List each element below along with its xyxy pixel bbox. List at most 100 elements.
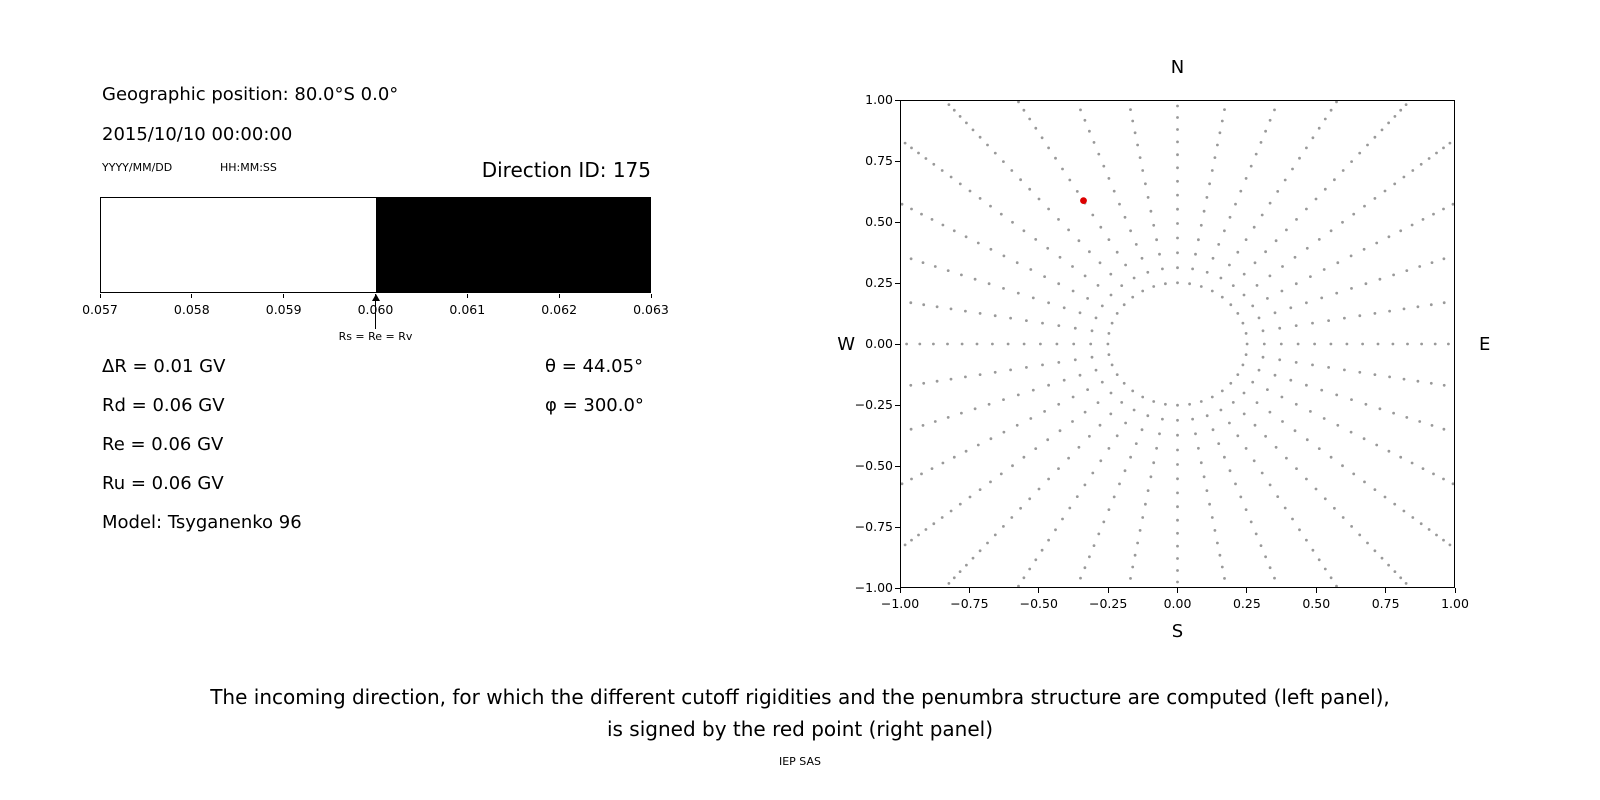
direction-grid-dot xyxy=(910,477,913,481)
direction-grid-dot xyxy=(1118,202,1121,206)
direction-grid-dot xyxy=(1245,342,1249,346)
direction-grid-dot xyxy=(1071,289,1075,293)
direction-grid-dot xyxy=(1073,326,1077,330)
direction-grid-dot xyxy=(1022,108,1026,112)
direction-grid-dot xyxy=(1002,254,1006,258)
scatter-y-tick xyxy=(895,526,900,528)
scatter-x-tick-label: 0.75 xyxy=(1371,596,1400,611)
direction-grid-dot xyxy=(1358,533,1362,537)
direction-grid-dot xyxy=(1176,433,1179,437)
direction-grid-dot xyxy=(1144,502,1147,506)
direction-grid-dot xyxy=(1112,495,1116,499)
direction-grid-dot xyxy=(960,342,964,346)
direction-grid-dot xyxy=(1402,175,1406,179)
direction-grid-dot xyxy=(1378,277,1382,281)
direction-grid-dot xyxy=(1268,483,1272,487)
direction-grid-dot xyxy=(1031,296,1035,300)
scatter-x-tick xyxy=(1315,588,1317,593)
direction-grid-dot xyxy=(1131,389,1135,393)
direction-grid-dot xyxy=(1188,402,1191,406)
direction-grid-dot xyxy=(901,202,904,206)
direction-grid-dot xyxy=(1231,284,1235,287)
direction-grid-dot xyxy=(1115,250,1119,254)
penumbra-tick-label: 0.057 xyxy=(82,302,118,317)
scatter-y-tick-label: 0.25 xyxy=(865,275,893,290)
penumbra-bar xyxy=(100,197,651,293)
direction-grid-dot xyxy=(1107,332,1111,335)
penumbra-annotation-label: Rs = Re = Rv xyxy=(338,330,413,343)
direction-grid-dot xyxy=(1279,342,1283,346)
datetime-label: 2015/10/10 00:00:00 xyxy=(102,124,293,145)
direction-grid-dot xyxy=(1291,167,1294,171)
direction-grid-dot xyxy=(918,342,922,346)
direction-grid-dot xyxy=(1341,516,1345,519)
direction-grid-dot xyxy=(1223,577,1226,580)
direction-grid-dot xyxy=(1345,342,1349,346)
direction-grid-dot xyxy=(1241,321,1245,325)
direction-grid-dot xyxy=(1022,342,1026,346)
direction-grid-dot xyxy=(1349,254,1353,258)
direction-grid-dot xyxy=(1244,177,1248,180)
direction-grid-dot xyxy=(1335,584,1338,587)
direction-grid-dot xyxy=(1295,467,1298,470)
direction-grid-dot xyxy=(1055,342,1059,346)
direction-grid-dot xyxy=(1006,342,1010,346)
direction-grid-dot xyxy=(1320,388,1324,392)
direction-grid-dot xyxy=(1291,517,1294,521)
direction-grid-dot xyxy=(1017,101,1020,104)
direction-grid-dot xyxy=(1298,528,1301,532)
direction-grid-dot xyxy=(1264,129,1267,133)
direction-grid-dot xyxy=(1176,193,1179,197)
direction-grid-dot xyxy=(1244,238,1248,242)
direction-grid-dot xyxy=(1391,342,1395,346)
scatter-x-tick-label: −1.00 xyxy=(880,596,920,611)
direction-grid-dot xyxy=(1427,528,1431,531)
direction-grid-dot xyxy=(1047,207,1050,211)
direction-grid-dot xyxy=(1220,119,1224,123)
direction-grid-dot xyxy=(1002,430,1006,434)
direction-grid-dot xyxy=(1305,438,1309,442)
direction-grid-dot xyxy=(1421,218,1425,221)
direction-grid-dot xyxy=(1210,169,1214,172)
caption-line-1: The incoming direction, for which the di… xyxy=(210,685,1390,709)
direction-grid-dot xyxy=(1375,443,1379,447)
direction-grid-dot xyxy=(1420,342,1423,346)
direction-grid-dot xyxy=(1435,533,1438,537)
param-phi: φ = 300.0° xyxy=(545,395,644,416)
direction-grid-dot xyxy=(1098,423,1102,427)
direction-grid-dot xyxy=(1029,268,1033,271)
direction-grid-dot xyxy=(1363,480,1366,484)
direction-grid-dot xyxy=(1317,558,1321,562)
direction-grid-dot xyxy=(1314,197,1318,201)
direction-grid-dot xyxy=(1229,303,1233,307)
direction-grid-dot xyxy=(1002,160,1005,163)
direction-grid-dot xyxy=(968,495,972,499)
direction-grid-dot xyxy=(1094,368,1098,372)
direction-grid-dot xyxy=(1099,459,1103,463)
direction-grid-dot xyxy=(1352,212,1356,216)
direction-grid-dot xyxy=(1072,342,1076,346)
direction-grid-dot xyxy=(1120,401,1124,404)
direction-grid-dot xyxy=(1176,266,1179,270)
direction-grid-dot xyxy=(1057,324,1061,327)
direction-grid-dot xyxy=(1176,207,1179,211)
penumbra-tick xyxy=(375,294,376,298)
direction-grid-dot xyxy=(1241,363,1245,367)
direction-grid-dot xyxy=(1115,434,1119,438)
direction-grid-dot xyxy=(1252,225,1256,229)
direction-grid-dot xyxy=(1336,423,1340,427)
direction-grid-dot xyxy=(1176,448,1179,452)
penumbra-tick xyxy=(283,294,285,298)
direction-grid-dot xyxy=(1411,169,1415,172)
direction-grid-dot xyxy=(1047,477,1050,481)
direction-grid-dot xyxy=(1210,395,1214,399)
direction-grid-dot xyxy=(978,135,982,139)
direction-grid-dot xyxy=(1289,306,1293,310)
direction-grid-dot xyxy=(1100,380,1104,384)
direction-grid-dot xyxy=(949,175,953,179)
direction-grid-dot xyxy=(1010,516,1014,519)
direction-grid-dot xyxy=(987,402,991,406)
direction-grid-dot xyxy=(1317,238,1321,241)
direction-grid-dot xyxy=(964,235,968,239)
direction-grid-dot xyxy=(1220,565,1224,569)
